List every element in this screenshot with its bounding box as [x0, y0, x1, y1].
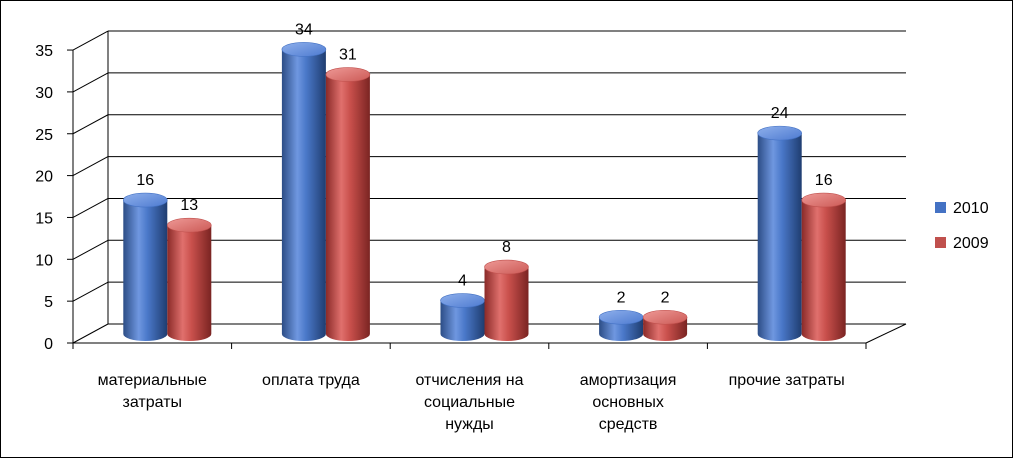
legend-item-2010: 2010: [935, 200, 989, 217]
gridline: [72, 30, 906, 51]
data-label: 4: [458, 273, 467, 290]
gridline: [72, 72, 906, 93]
data-label: 8: [502, 239, 511, 256]
category-labels: материальные затраты оплата труда отчислени…: [98, 372, 845, 433]
bar-2009-0: [167, 217, 212, 341]
legend-item-2009: 2009: [935, 235, 989, 252]
bar-2009-3: [642, 309, 688, 341]
bar-2010-1: [281, 42, 327, 342]
y-tick-label: 25: [35, 127, 53, 144]
data-label: 2: [661, 289, 670, 306]
y-tick-label: 15: [35, 210, 53, 227]
data-label: 13: [180, 197, 198, 214]
y-tick-label: 30: [35, 85, 53, 102]
bar-2009-2: [484, 259, 529, 341]
bar-2010-0: [123, 192, 168, 341]
x-category-label: материальные затраты: [98, 372, 207, 411]
gridline: [72, 114, 906, 135]
x-category-label: оплата труда: [262, 372, 360, 389]
data-label: 2: [617, 289, 626, 306]
legend: 2010 2009: [935, 200, 989, 252]
data-label: 31: [339, 47, 357, 64]
data-label: 16: [815, 172, 833, 189]
y-tick-label: 5: [44, 294, 53, 311]
legend-label: 2010: [953, 200, 989, 217]
x-category-label: амортизация основных средств: [580, 372, 677, 433]
bar-2009-1: [325, 67, 371, 341]
x-category-label: отчисления на социальные нужды: [416, 372, 524, 433]
axes: 0 5 10 15 20 25 30 35: [35, 31, 907, 353]
floor-right-edge: [865, 323, 907, 344]
bar-2010-4: [757, 125, 803, 341]
x-category-label: прочие затраты: [729, 372, 845, 389]
bar-2010-3: [598, 309, 644, 341]
legend-swatch: [935, 202, 946, 213]
gridlines: [72, 30, 906, 344]
y-tick-label: 20: [35, 169, 53, 186]
y-tick-label: 10: [35, 252, 53, 269]
legend-swatch: [935, 237, 946, 248]
bar-2009-4: [801, 192, 847, 341]
y-tick-label: 0: [44, 336, 53, 353]
data-label: 24: [771, 105, 789, 122]
y-tick-label: 35: [35, 43, 53, 60]
bars: [123, 42, 847, 342]
bar-2010-2: [440, 293, 485, 341]
legend-label: 2009: [953, 235, 989, 252]
data-label: 34: [295, 21, 313, 38]
data-label: 16: [136, 172, 154, 189]
data-labels: 16 13 34 31 4 8 2 2 24 16: [136, 21, 832, 306]
